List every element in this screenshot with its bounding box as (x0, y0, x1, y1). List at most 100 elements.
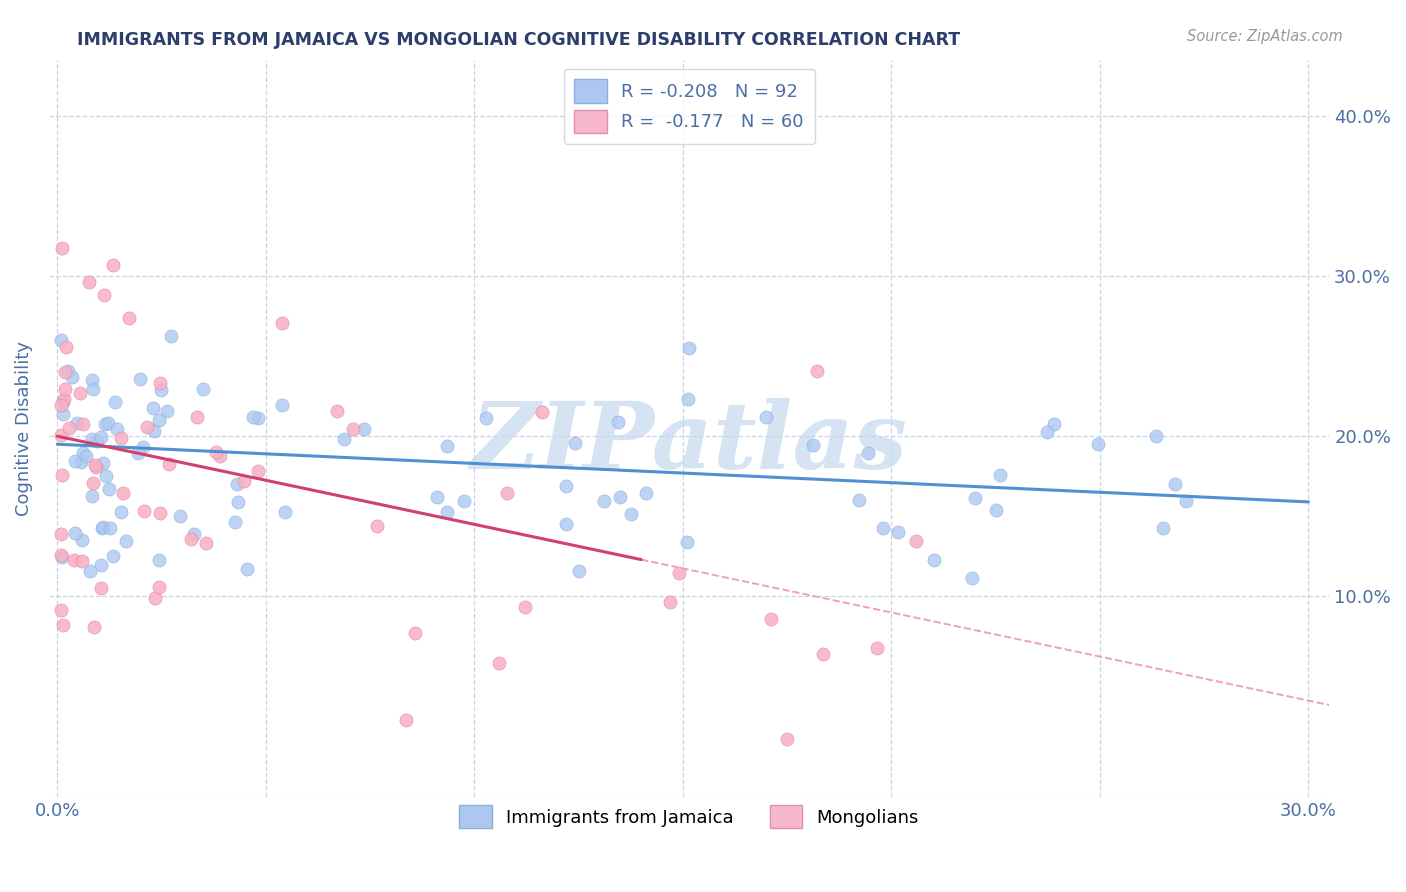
Point (568, 564, 591, 578)
Point (426, 490, 449, 504)
Point (66, 416, 89, 430)
Point (118, 310, 141, 325)
Point (326, 403, 349, 417)
Point (436, 505, 458, 519)
Point (224, 515, 246, 529)
Point (51, 602, 73, 616)
Point (759, 611, 782, 625)
Point (274, 505, 297, 519)
Point (634, 486, 657, 500)
Point (555, 517, 578, 532)
Point (658, 595, 681, 609)
Point (156, 403, 179, 417)
Point (1035, 425, 1057, 439)
Point (51, 550, 73, 565)
Point (93, 287, 115, 301)
Point (127, 446, 149, 460)
Point (51, 333, 73, 347)
Point (180, 532, 202, 546)
Point (801, 438, 824, 452)
Point (676, 392, 699, 406)
Point (115, 533, 138, 548)
Point (70, 533, 93, 548)
Point (93, 417, 115, 431)
Point (136, 420, 159, 434)
Point (436, 438, 458, 452)
Point (93, 456, 115, 470)
Point (105, 422, 128, 436)
Point (79, 564, 101, 578)
Point (887, 525, 910, 540)
Point (496, 485, 519, 500)
Point (247, 411, 270, 425)
Point (55, 365, 77, 379)
Point (488, 657, 510, 671)
Point (80, 373, 103, 387)
Point (98, 521, 121, 535)
Point (811, 647, 834, 661)
Text: IMMIGRANTS FROM JAMAICA VS MONGOLIAN COGNITIVE DISABILITY CORRELATION CHART: IMMIGRANTS FROM JAMAICA VS MONGOLIAN COG… (77, 31, 960, 49)
Point (65, 454, 87, 468)
Point (1164, 477, 1187, 491)
Point (160, 329, 183, 343)
Point (965, 491, 987, 506)
Point (235, 562, 257, 576)
Text: Source: ZipAtlas.com: Source: ZipAtlas.com (1187, 29, 1343, 44)
Point (1146, 429, 1168, 443)
Point (775, 731, 797, 746)
Point (70, 554, 93, 568)
Point (51, 548, 73, 562)
Point (110, 431, 132, 445)
Point (110, 505, 132, 519)
Point (56, 364, 79, 378)
Point (342, 422, 364, 436)
Point (366, 519, 388, 533)
Point (924, 553, 946, 567)
Point (82, 475, 104, 490)
Point (194, 536, 217, 550)
Point (149, 376, 172, 391)
Point (1174, 494, 1197, 508)
Point (555, 479, 578, 493)
Point (142, 401, 165, 416)
Point (101, 259, 124, 273)
Point (183, 527, 205, 541)
Point (83, 620, 105, 634)
Point (157, 457, 180, 471)
Point (333, 432, 356, 446)
Point (169, 508, 191, 523)
Point (86, 434, 108, 448)
Point (149, 506, 172, 520)
Point (72, 417, 94, 431)
Point (148, 413, 170, 427)
Text: ZIPatlas: ZIPatlas (471, 398, 908, 488)
Point (564, 436, 586, 450)
Point (97, 416, 120, 430)
Point (676, 534, 699, 549)
Point (58, 420, 80, 434)
Point (609, 490, 631, 504)
Point (806, 364, 828, 378)
Point (55, 340, 77, 354)
Point (226, 477, 249, 491)
Point (856, 445, 879, 459)
Point (848, 493, 870, 508)
Point (191, 382, 214, 396)
Point (142, 425, 165, 439)
Point (620, 507, 643, 521)
Point (52, 617, 75, 632)
Y-axis label: Cognitive Disability: Cognitive Disability (15, 341, 32, 516)
Point (112, 486, 135, 500)
Point (98, 482, 121, 496)
Point (82, 382, 104, 396)
Point (872, 521, 894, 535)
Point (101, 549, 124, 563)
Point (232, 474, 254, 488)
Point (606, 416, 628, 430)
Point (104, 395, 127, 409)
Point (1152, 520, 1174, 534)
Point (143, 591, 166, 605)
Point (63, 525, 86, 540)
Point (91, 521, 114, 535)
Point (129, 372, 152, 386)
